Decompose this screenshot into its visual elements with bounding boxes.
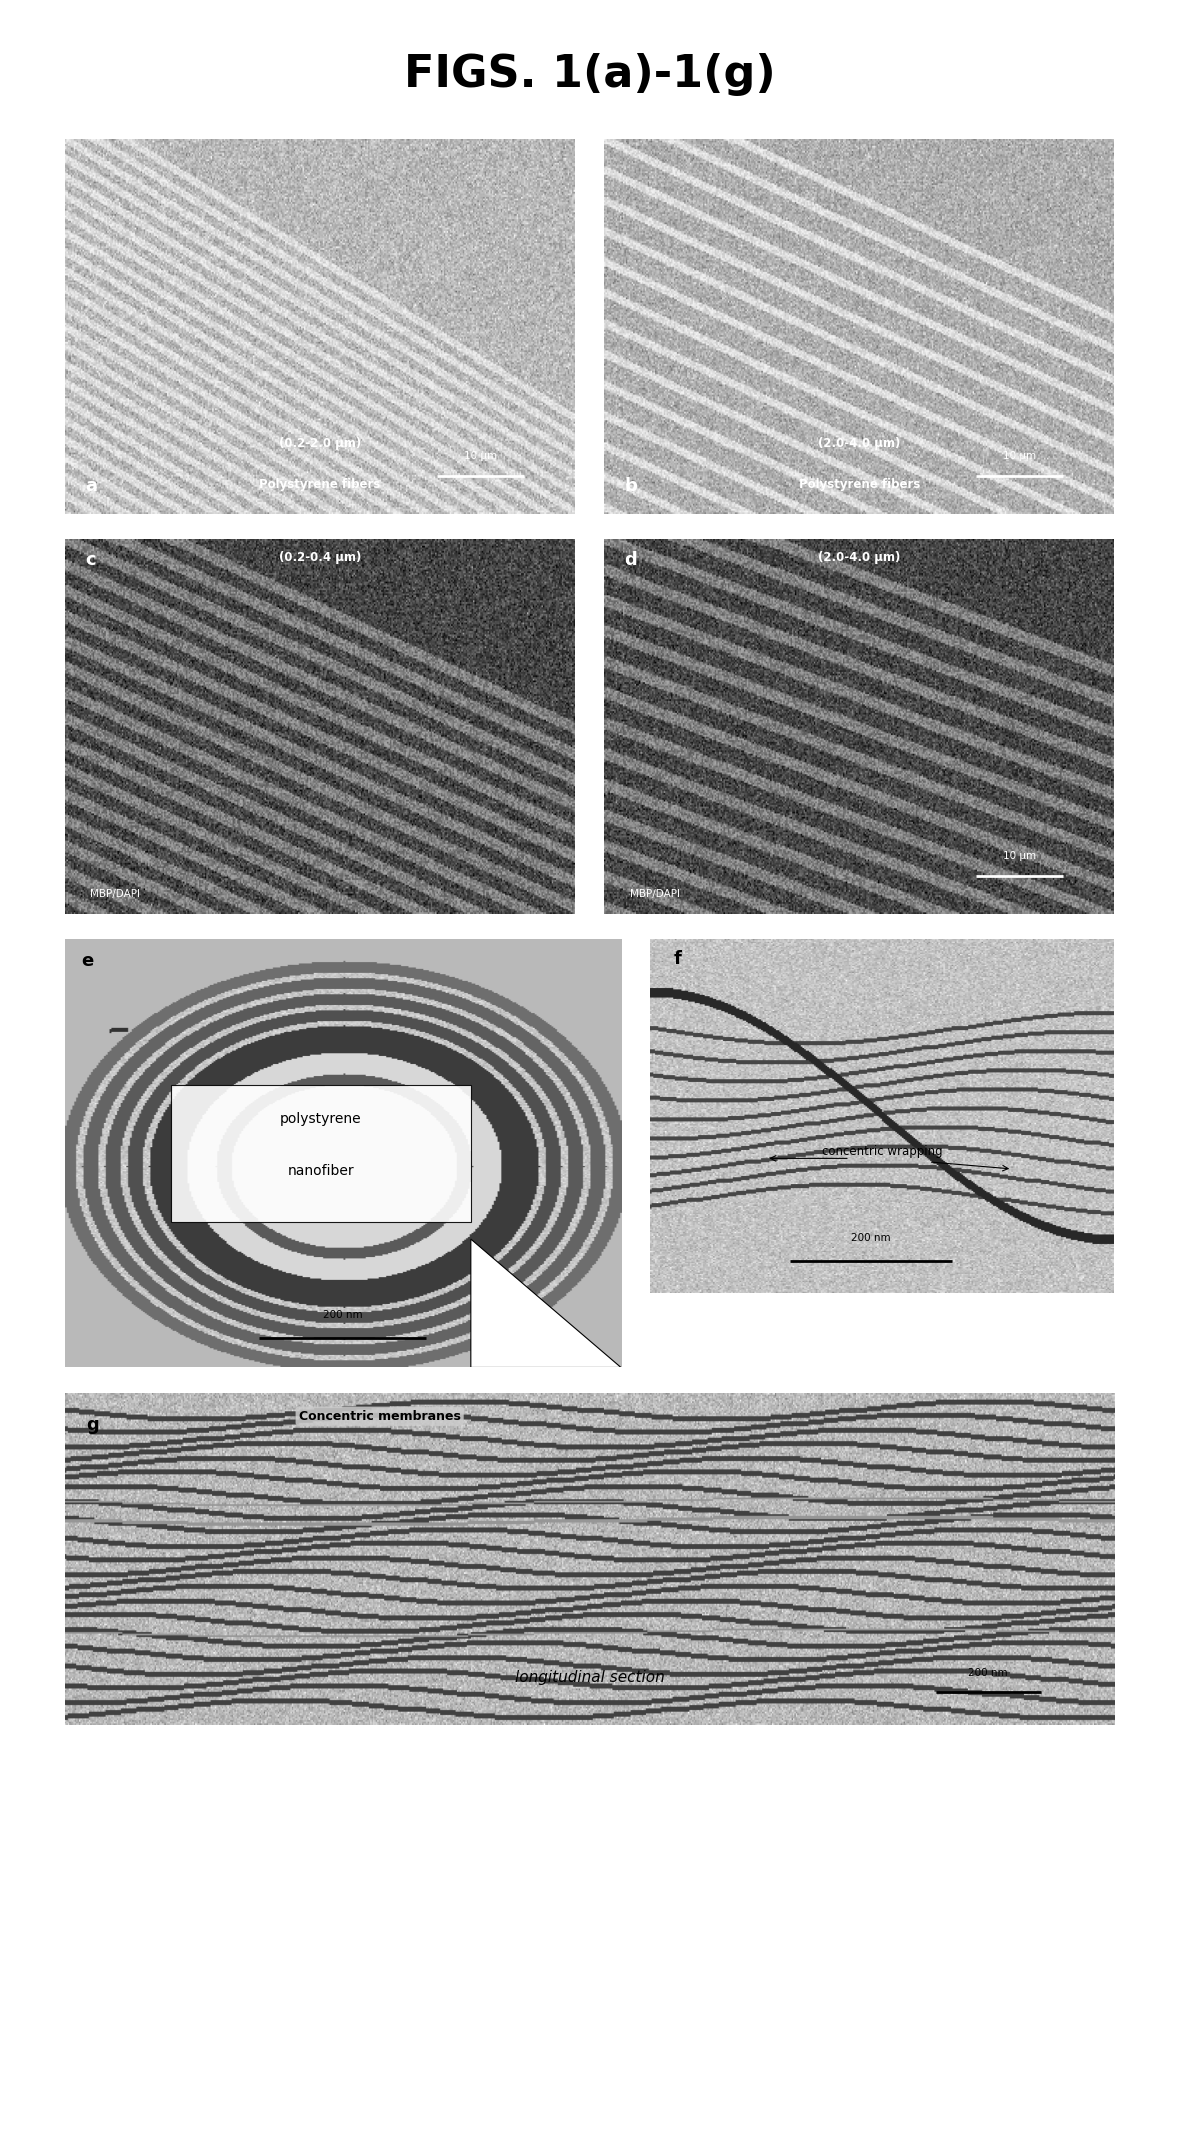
Text: c: c: [85, 550, 95, 569]
Text: (0.2-0.4 μm): (0.2-0.4 μm): [278, 550, 361, 563]
Text: f: f: [673, 950, 681, 967]
Text: concentric wrapping: concentric wrapping: [822, 1145, 943, 1158]
Text: g: g: [86, 1417, 99, 1434]
Text: Polystyrene fibers: Polystyrene fibers: [798, 477, 920, 490]
Text: (2.0-4.0 μm): (2.0-4.0 μm): [818, 437, 901, 449]
FancyBboxPatch shape: [171, 1085, 470, 1222]
Text: e: e: [81, 952, 94, 969]
Text: nanofiber: nanofiber: [288, 1164, 354, 1177]
Text: a: a: [85, 477, 97, 494]
Text: 200 nm: 200 nm: [851, 1233, 890, 1243]
Text: 10 μm: 10 μm: [1003, 852, 1036, 862]
Text: 200 nm: 200 nm: [968, 1669, 1008, 1678]
Polygon shape: [470, 1239, 621, 1367]
Text: MBP/DAPI: MBP/DAPI: [630, 888, 680, 899]
Text: longitudinal section: longitudinal section: [514, 1669, 665, 1684]
Text: d: d: [625, 550, 638, 569]
Text: Polystyrene fibers: Polystyrene fibers: [259, 477, 381, 490]
Text: (0.2-2.0 μm): (0.2-2.0 μm): [278, 437, 361, 449]
Text: 10 μm: 10 μm: [1003, 452, 1036, 460]
Text: polystyrene: polystyrene: [279, 1113, 362, 1126]
Text: b: b: [625, 477, 638, 494]
Text: MBP/DAPI: MBP/DAPI: [91, 888, 140, 899]
Text: Concentric membranes: Concentric membranes: [298, 1410, 461, 1423]
Text: 10 μm: 10 μm: [463, 452, 498, 460]
Text: (2.0-4.0 μm): (2.0-4.0 μm): [818, 550, 901, 563]
Text: 200 nm: 200 nm: [323, 1310, 363, 1320]
Text: FIGS. 1(a)-1(g): FIGS. 1(a)-1(g): [403, 54, 776, 96]
